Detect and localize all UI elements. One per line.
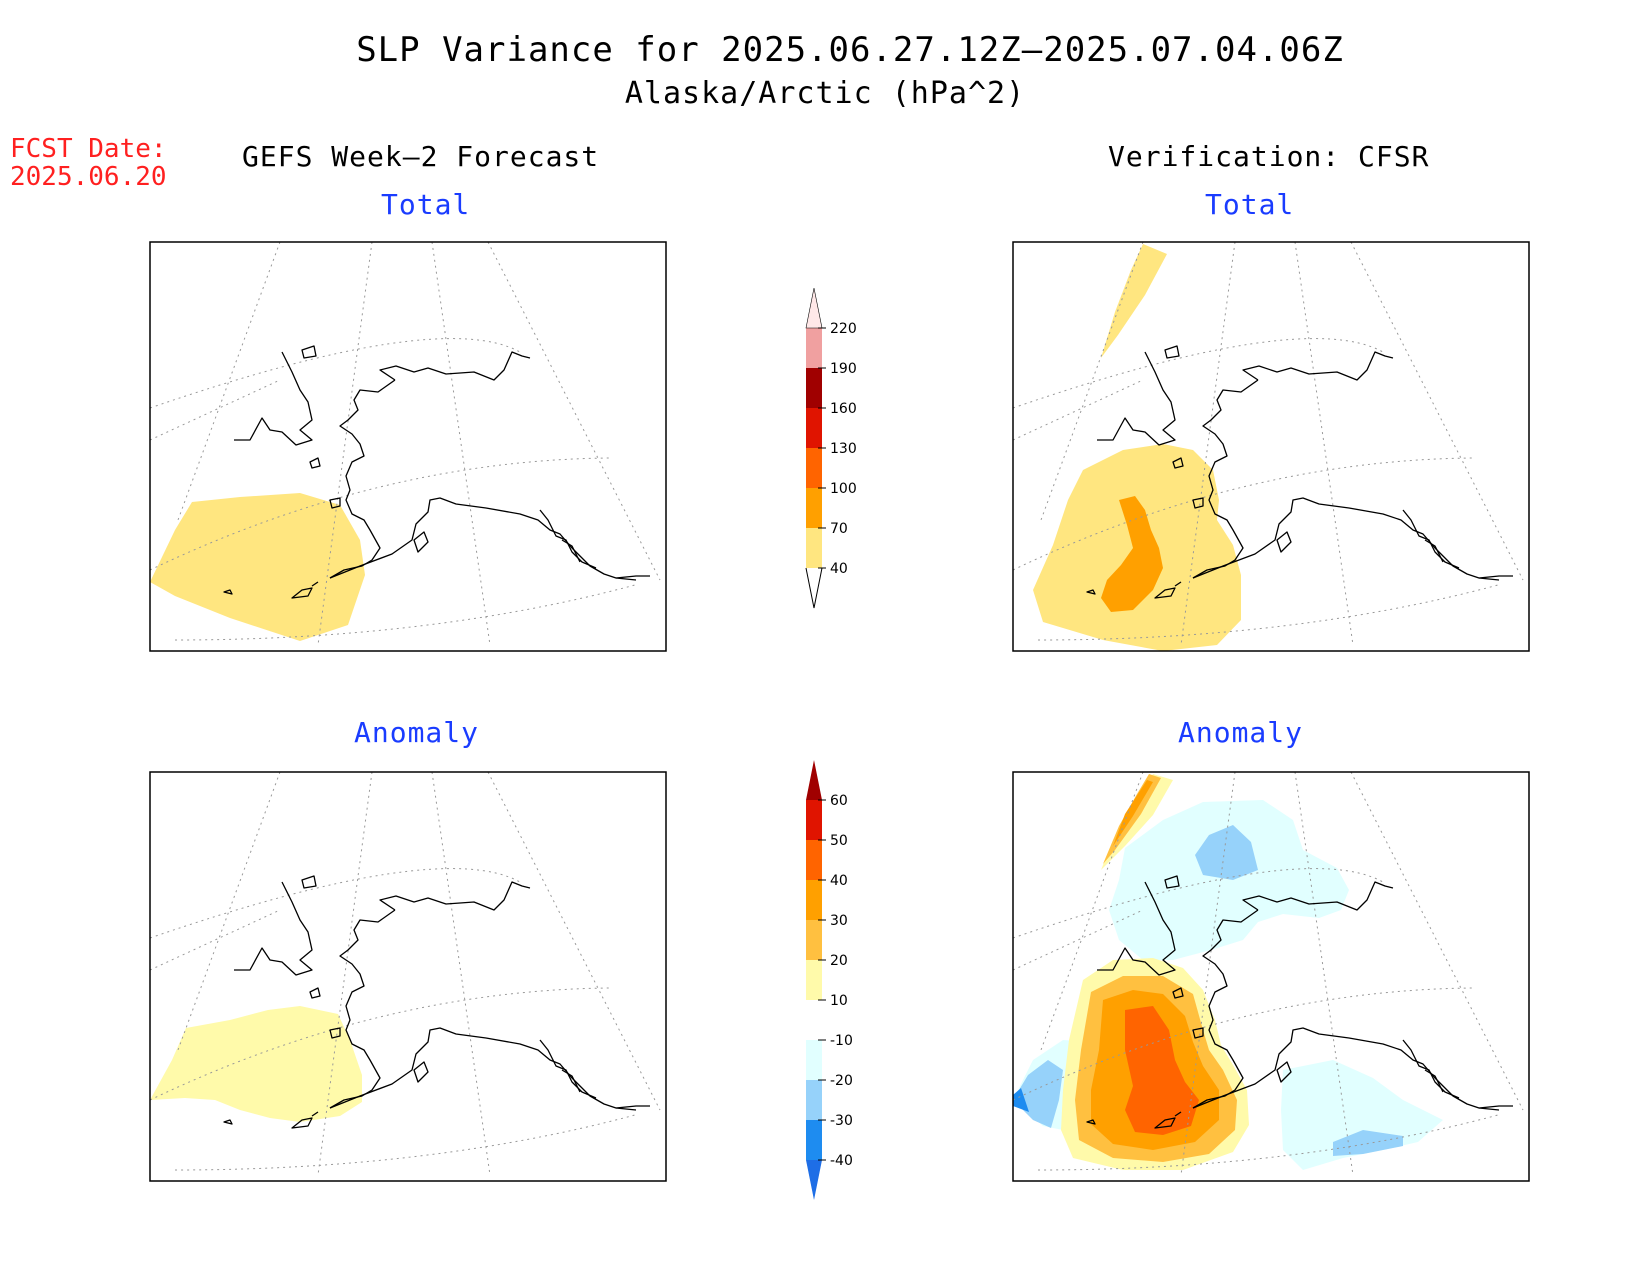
colorbar-swatch xyxy=(806,488,822,528)
colorbar-label: 70 xyxy=(830,521,848,537)
colorbar-label: -40 xyxy=(830,1153,853,1169)
colorbar-swatch xyxy=(806,328,822,368)
colorbar-label: 60 xyxy=(830,793,848,809)
anomaly-region-10-20 xyxy=(150,1006,362,1122)
colorbar-label: 160 xyxy=(830,401,857,417)
anomaly-region-neg-20-30 xyxy=(1013,1060,1063,1128)
anomaly-region-20-30 xyxy=(1103,774,1161,864)
colorbar-swatch xyxy=(806,528,822,568)
colorbar-label: 190 xyxy=(830,361,857,377)
colorbar-swatch xyxy=(806,448,822,488)
colorbar-label: 220 xyxy=(830,321,857,337)
colorbar-label: 100 xyxy=(830,481,857,497)
panel-title-verification-anomaly: Anomaly xyxy=(1178,716,1304,749)
colorbar-swatch xyxy=(806,368,822,408)
colorbar-lower-triangle xyxy=(805,567,823,609)
colorbar-label: 50 xyxy=(830,833,848,849)
colorbar-swatch xyxy=(806,840,822,880)
colorbar-swatch xyxy=(806,1000,822,1040)
colorbar-upper-triangle xyxy=(805,287,823,329)
colorbar-swatch xyxy=(806,920,822,960)
fcst-date-value: 2025.06.20 xyxy=(10,162,167,192)
chart-subtitle: Alaska/Arctic (hPa^2) xyxy=(624,76,1026,111)
anomaly-region-neg-20-30 xyxy=(1195,825,1258,880)
anomaly-region-10-20 xyxy=(1101,774,1173,870)
colorbar-lower-triangle xyxy=(806,1160,822,1200)
colorbar-swatch xyxy=(806,880,822,920)
column-header-forecast: GEFS Week–2 Forecast xyxy=(242,140,600,173)
colorbar-swatch xyxy=(806,960,822,1000)
colorbar-label: 30 xyxy=(830,913,848,929)
colorbar-upper-triangle xyxy=(806,760,822,800)
panel-title-forecast-total: Total xyxy=(381,188,471,221)
colorbar-label: 10 xyxy=(830,993,848,1009)
colorbar-label: 40 xyxy=(830,561,848,577)
colorbar-swatch xyxy=(806,1080,822,1120)
colorbar-label: -30 xyxy=(830,1113,853,1129)
variance-region-40-70 xyxy=(1101,244,1167,358)
variance-region-40-70 xyxy=(150,493,365,641)
anomaly-region-40-50 xyxy=(1125,1006,1199,1135)
panel-title-verification-total: Total xyxy=(1205,188,1295,221)
colorbar-label: -20 xyxy=(830,1073,853,1089)
colorbar-anomaly: -40 -30 -20 -10 10 20 30 40 50 60 xyxy=(806,760,853,1200)
fcst-date-label: FCST Date: xyxy=(10,134,167,164)
anomaly-region-neg-30-40 xyxy=(1013,1088,1029,1112)
variance-region-70-100 xyxy=(1101,496,1163,612)
column-header-verification: Verification: CFSR xyxy=(1108,140,1430,173)
colorbar-swatch xyxy=(806,1120,822,1160)
chart-title: SLP Variance for 2025.06.27.12Z–2025.07.… xyxy=(356,30,1344,70)
colorbar-label: -10 xyxy=(830,1033,853,1049)
colorbar-label: 130 xyxy=(830,441,857,457)
colorbar-swatch xyxy=(806,800,822,840)
colorbar-swatch xyxy=(806,1040,822,1080)
panel-title-forecast-anomaly: Anomaly xyxy=(354,716,480,749)
colorbar-label: 40 xyxy=(830,873,848,889)
anomaly-region-30-40 xyxy=(1113,780,1153,846)
colorbar-swatch xyxy=(806,408,822,448)
colorbar-label: 20 xyxy=(830,953,848,969)
anomaly-region-neg-10-20 xyxy=(1109,800,1349,960)
colorbar-total: 40 70 100 130 160 190 220 xyxy=(805,287,857,609)
